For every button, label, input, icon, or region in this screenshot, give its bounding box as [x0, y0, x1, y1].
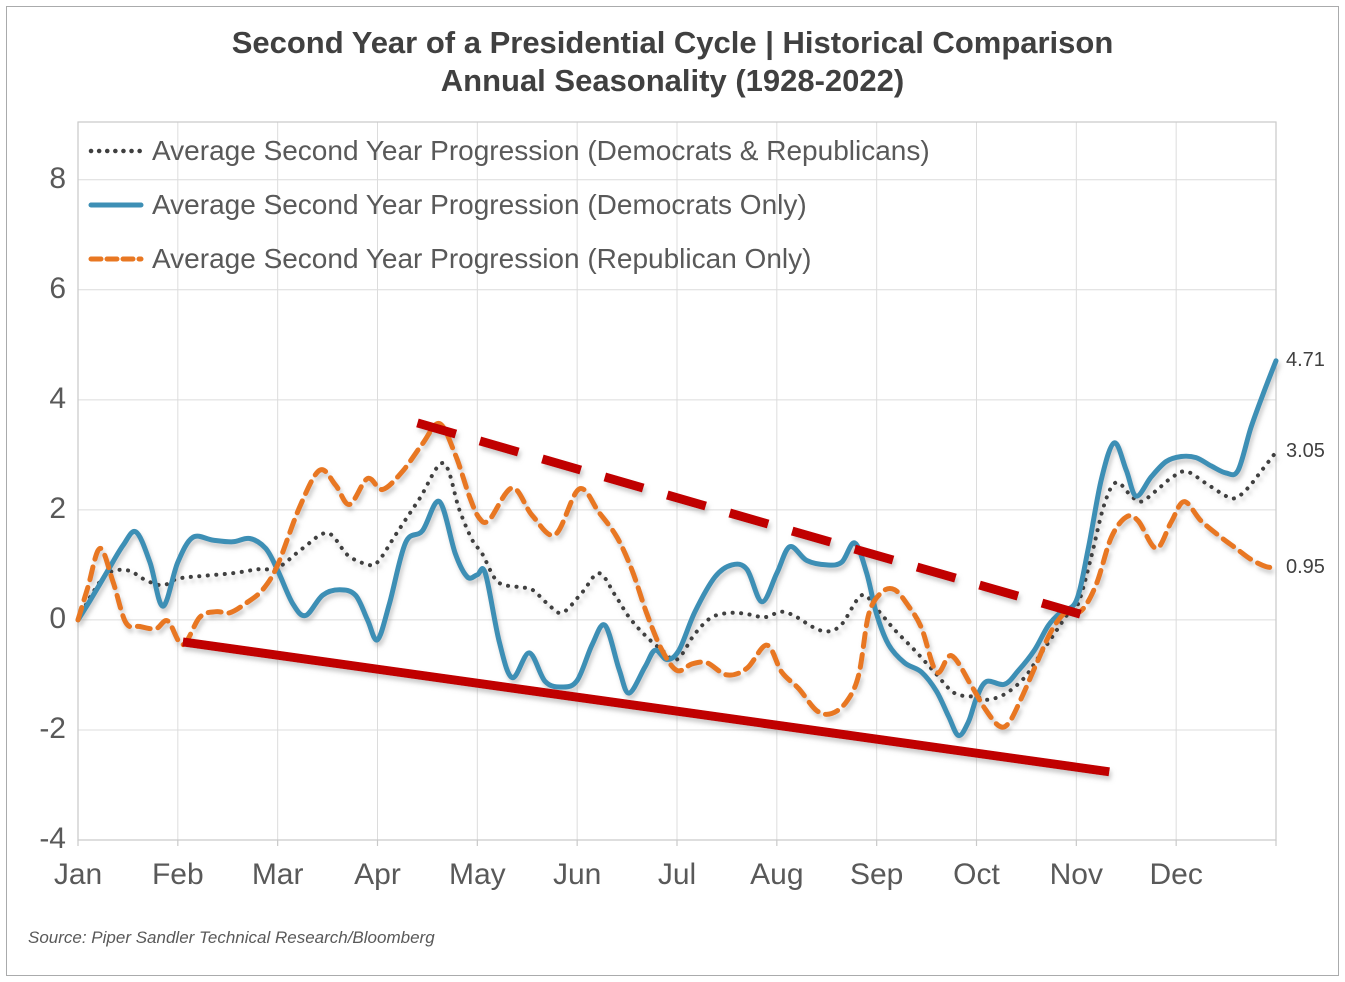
x-tick-label: Sep — [849, 858, 904, 891]
chart-title: Second Year of a Presidential Cycle | Hi… — [0, 24, 1345, 100]
legend-item-democrats: Average Second Year Progression (Democra… — [88, 178, 930, 232]
legend-label: Average Second Year Progression (Democra… — [152, 135, 930, 166]
x-tick-label: Oct — [953, 858, 1000, 891]
data-series — [75, 358, 1279, 777]
y-tick-label: 6 — [49, 271, 66, 305]
x-tick-label: Jul — [657, 858, 697, 891]
end-value-label: 0.95 — [1286, 555, 1325, 578]
legend-item-average-both: Average Second Year Progression (Democra… — [88, 124, 930, 178]
x-tick-label: May — [448, 858, 506, 891]
y-tick-label: 0 — [49, 601, 66, 635]
series-line-2 — [75, 420, 1279, 730]
x-tick-label: Jun — [552, 858, 602, 891]
y-tick-label: 4 — [49, 381, 66, 415]
x-tick-label: Nov — [1049, 858, 1103, 891]
legend-item-republicans: Average Second Year Progression (Republi… — [88, 232, 930, 286]
dotted-line-swatch-icon — [88, 148, 144, 154]
x-tick-label: Aug — [750, 858, 804, 891]
chart-title-line2: Annual Seasonality (1928-2022) — [440, 63, 905, 98]
x-tick-label: Apr — [354, 858, 401, 891]
gridlines — [77, 121, 1277, 846]
y-tick-label: -2 — [39, 711, 66, 745]
legend-label: Average Second Year Progression (Democra… — [152, 189, 807, 220]
chart-legend: Average Second Year Progression (Democra… — [88, 124, 930, 286]
x-tick-label: Feb — [151, 858, 204, 891]
x-tick-label: Jan — [53, 858, 103, 891]
upper-resistance-trendline — [416, 418, 1106, 626]
y-tick-label: 8 — [49, 161, 66, 195]
y-tick-label: 2 — [49, 491, 66, 525]
lower-support-trendline — [182, 637, 1110, 777]
series-line-1 — [75, 358, 1279, 738]
figure-border — [6, 6, 1339, 976]
dashed-line-swatch-icon — [88, 256, 144, 262]
x-tick-label: Dec — [1149, 858, 1203, 891]
y-tick-label: -4 — [39, 822, 66, 855]
legend-label: Average Second Year Progression (Republi… — [152, 243, 812, 274]
x-tick-label: Mar — [251, 858, 304, 891]
source-credit: Source: Piper Sandler Technical Research… — [28, 928, 435, 947]
chart-title-line1: Second Year of a Presidential Cycle | Hi… — [231, 25, 1114, 60]
solid-line-swatch-icon — [88, 202, 144, 208]
end-value-label: 3.05 — [1286, 440, 1325, 463]
end-value-label: 4.71 — [1286, 348, 1325, 371]
